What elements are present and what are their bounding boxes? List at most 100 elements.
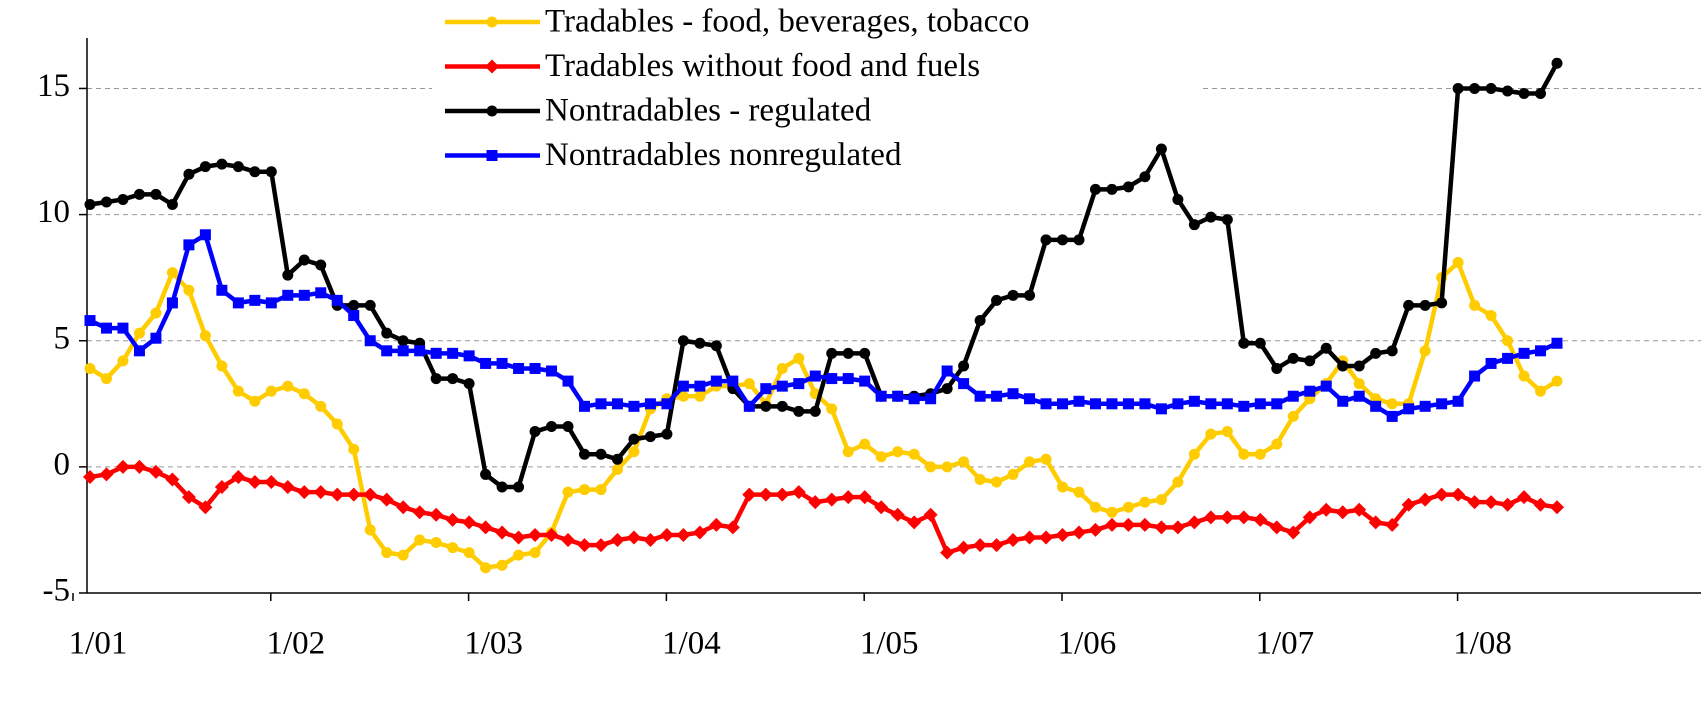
marker [578,484,590,496]
marker [1304,385,1316,397]
marker [940,545,955,560]
marker [117,355,129,367]
marker [1403,299,1415,311]
marker [841,490,856,505]
marker [480,468,492,480]
marker [892,390,904,402]
legend-label: Nontradables - regulated [545,93,872,129]
marker [659,527,674,542]
marker [628,400,640,412]
marker [1551,337,1563,349]
marker [280,480,295,495]
marker [480,357,492,369]
marker [381,547,393,559]
marker [561,533,576,548]
marker [808,495,823,510]
marker [315,400,327,412]
marker [544,527,559,542]
marker [331,294,343,306]
marker [908,448,920,460]
legend-label: Nontradables nonregulated [545,137,902,173]
marker [513,362,525,374]
marker [991,294,1003,306]
marker [925,461,937,473]
marker [249,166,261,178]
marker [430,537,442,549]
marker [165,472,180,487]
marker [859,438,871,450]
marker [710,375,722,387]
marker [100,373,112,385]
marker [941,461,953,473]
marker [346,487,361,502]
marker [1073,395,1085,407]
marker [1188,219,1200,231]
marker [1485,310,1497,321]
marker [793,405,805,417]
marker [1353,378,1365,390]
marker [496,559,508,571]
marker [859,347,871,359]
y-tick-label: 0 [54,446,71,482]
marker [875,390,887,402]
marker [150,332,162,344]
marker [1386,398,1398,410]
marker [1271,362,1283,374]
marker [1006,533,1021,548]
marker [826,373,838,385]
marker [486,105,498,117]
marker [694,380,706,392]
marker [875,451,887,463]
marker [826,347,838,359]
marker [115,459,130,474]
marker [1385,517,1400,532]
marker [1170,520,1185,535]
marker [315,259,327,271]
marker [348,299,360,311]
marker [513,549,525,561]
x-tick-label: 1/03 [464,626,523,662]
marker [710,340,722,352]
marker [1434,487,1449,502]
marker [611,398,623,410]
marker [1335,505,1350,520]
marker [824,492,839,507]
marker [1055,527,1070,542]
marker [1089,398,1101,410]
marker [166,297,178,309]
x-tick-label: 1/05 [860,626,919,662]
marker [462,515,477,530]
marker [562,375,574,387]
marker [1238,448,1250,460]
marker [1220,510,1235,525]
marker [364,335,376,347]
marker [1073,486,1085,498]
marker [578,400,590,412]
marker [381,327,393,339]
marker [793,378,805,390]
marker [677,380,689,392]
marker [1203,510,1218,525]
marker [1484,495,1499,510]
marker [364,299,376,311]
marker [1007,468,1019,480]
marker [1386,345,1398,357]
marker [265,166,277,178]
marker [1271,398,1283,410]
marker [496,481,508,493]
marker [148,464,163,479]
marker [1071,525,1086,540]
marker [183,239,195,251]
marker [676,527,691,542]
marker [793,352,805,364]
marker [1485,82,1497,94]
marker [412,505,427,520]
x-tick-label: 1/01 [69,626,128,662]
marker [743,378,755,390]
marker [1353,360,1365,372]
marker [973,538,988,553]
marker [199,161,211,173]
marker [232,297,244,309]
marker [725,520,740,535]
marker [1221,214,1233,226]
